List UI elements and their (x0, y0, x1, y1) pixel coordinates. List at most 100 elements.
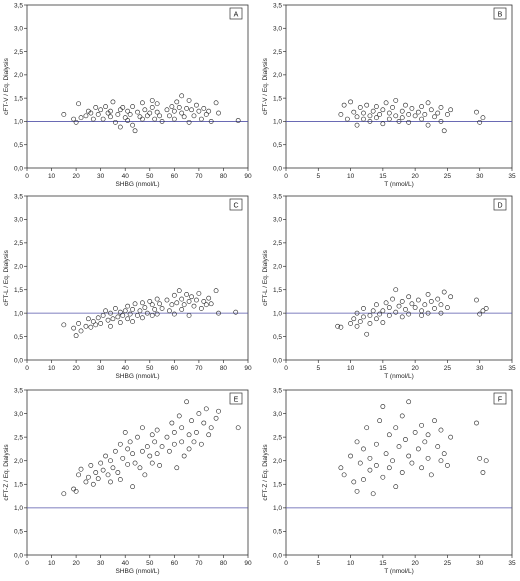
data-point (361, 116, 366, 122)
y-tick-label: 0,5 (14, 142, 23, 149)
data-point (130, 451, 135, 457)
data-point (206, 108, 212, 114)
x-tick-label: 35 (508, 560, 516, 567)
data-point (76, 101, 81, 107)
x-axis-label: T (nmol/L) (384, 373, 414, 380)
data-point (179, 425, 185, 431)
x-tick-label: 20 (412, 365, 420, 372)
data-point (357, 460, 363, 466)
data-point (361, 314, 366, 320)
data-point (425, 455, 431, 461)
data-point (399, 413, 405, 419)
data-point (348, 99, 353, 105)
data-point (480, 308, 486, 314)
data-point (164, 434, 170, 440)
data-point (415, 297, 421, 303)
x-tick-label: 30 (476, 365, 484, 372)
plot-frame (26, 4, 249, 169)
y-tick-label: 2,5 (273, 240, 282, 247)
y-tick-label: 0,0 (14, 357, 23, 364)
y-tick-label: 3,5 (273, 387, 282, 394)
data-point (152, 306, 158, 312)
data-point (100, 116, 106, 122)
data-point (137, 114, 143, 120)
data-point (216, 310, 221, 316)
data-point (95, 476, 101, 482)
data-point (373, 302, 379, 308)
data-point (181, 114, 187, 120)
data-point (88, 324, 94, 330)
x-tick-label: 40 (122, 560, 130, 567)
data-point (117, 309, 123, 315)
y-axis-label: cFT-L / Eq. Dialysis (3, 249, 10, 305)
y-axis-label: cFT-V / Eq. Dialysis (262, 57, 269, 114)
data-point (216, 408, 221, 414)
y-axis-label: cFT-L / Eq. Dialysis (262, 249, 269, 305)
data-point (425, 432, 431, 438)
data-point (171, 441, 177, 447)
data-point (85, 474, 91, 480)
data-point (213, 288, 219, 294)
data-point (386, 116, 392, 122)
data-point (351, 316, 357, 322)
data-point (435, 444, 441, 449)
data-point (117, 477, 123, 482)
data-point (351, 109, 357, 115)
x-tick-label: 50 (146, 560, 154, 567)
x-axis-label: T (nmol/L) (384, 568, 414, 575)
data-point (361, 477, 366, 482)
data-point (445, 305, 450, 310)
data-point (115, 112, 121, 117)
y-tick-label: 0,0 (14, 552, 23, 559)
data-point (216, 110, 221, 116)
y-tick-label: 1,5 (273, 287, 282, 294)
y-tick-label: 2,5 (14, 240, 23, 247)
data-point (73, 488, 79, 494)
x-tick-label: 0 (284, 173, 288, 180)
y-tick-label: 1,0 (273, 119, 282, 126)
data-point (144, 444, 150, 449)
data-point (213, 415, 219, 421)
data-point (149, 432, 155, 438)
y-tick-label: 2,5 (14, 49, 23, 56)
data-point (159, 444, 165, 449)
data-point (338, 112, 344, 117)
data-point (115, 314, 121, 320)
data-point (348, 453, 353, 459)
data-point (196, 291, 202, 296)
data-point (130, 306, 135, 312)
data-point (361, 110, 366, 116)
data-point (403, 102, 408, 108)
x-tick-label: 80 (220, 173, 228, 180)
data-point (196, 411, 202, 416)
data-point (422, 439, 428, 445)
data-point (176, 288, 182, 294)
data-point (130, 319, 135, 324)
data-point (98, 107, 104, 113)
data-point (149, 313, 155, 318)
data-point (233, 309, 239, 315)
y-tick-label: 0,5 (273, 334, 282, 341)
data-point (399, 108, 405, 114)
x-tick-label: 15 (379, 173, 387, 180)
panel-letter-box (229, 392, 243, 405)
data-point (480, 115, 486, 121)
data-point (364, 331, 370, 337)
data-point (88, 463, 94, 468)
data-point (370, 491, 376, 497)
y-tick-label: 1,5 (14, 287, 23, 294)
data-point (125, 316, 131, 322)
x-tick-label: 30 (476, 560, 484, 567)
data-point (127, 112, 133, 117)
x-tick-label: 5 (316, 365, 320, 372)
data-point (367, 313, 373, 318)
data-point (127, 439, 133, 445)
data-point (196, 108, 202, 114)
x-tick-label: 5 (316, 560, 320, 567)
data-point (422, 112, 428, 117)
data-point (117, 441, 123, 447)
data-point (412, 430, 418, 435)
data-point (184, 291, 190, 297)
data-point (169, 104, 175, 109)
data-point (409, 105, 415, 111)
